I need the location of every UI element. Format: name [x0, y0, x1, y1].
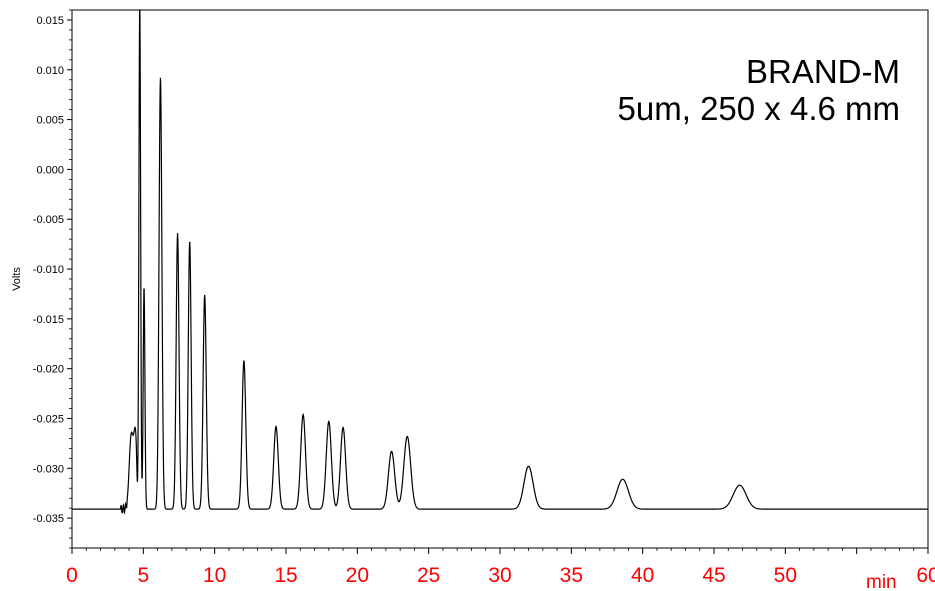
x-tick-label: 40: [631, 564, 654, 587]
x-tick-labels: 0 5 10 15 20 25 30 35 40 45 50 60: [66, 564, 935, 587]
x-tick-label: 50: [774, 564, 797, 587]
y-tick-label: -0.035: [33, 513, 64, 525]
x-tick-label: 0: [66, 564, 78, 587]
y-tick-label: 0.005: [36, 115, 64, 127]
annotation-line-1: BRAND-M: [746, 53, 900, 90]
annotation-line-2: 5um, 250 x 4.6 mm: [618, 90, 900, 127]
x-tick-label: 15: [274, 564, 297, 587]
x-tick-label: 25: [417, 564, 440, 587]
plot-frame: [71, 9, 929, 549]
y-tick-label: -0.005: [33, 214, 64, 226]
y-tick-label: -0.025: [33, 413, 64, 425]
y-tick-label: -0.030: [33, 463, 64, 475]
x-tick-label: 5: [137, 564, 149, 587]
x-tick-label: 45: [702, 564, 725, 587]
y-tick-label: -0.010: [33, 264, 64, 276]
x-axis-unit-label: min: [866, 572, 897, 591]
chromatogram-trace: [72, 9, 928, 515]
y-axis-label: Volts: [11, 267, 23, 291]
y-tick-label: 0.010: [36, 65, 64, 77]
y-tick-label: -0.015: [33, 314, 64, 326]
x-tick-label: 35: [560, 564, 583, 587]
x-tick-label: 60: [916, 564, 935, 587]
y-tick-labels: 0.015 0.010 0.005 0.000 -0.005 -0.010 -0.015 -0…: [33, 15, 64, 525]
x-tick-label: 20: [346, 564, 369, 587]
x-tick-label: 30: [488, 564, 511, 587]
x-tick-label: 10: [203, 564, 226, 587]
y-tick-label: 0.000: [36, 164, 64, 176]
y-tick-label: -0.020: [33, 364, 64, 376]
y-tick-label: 0.015: [36, 15, 64, 27]
